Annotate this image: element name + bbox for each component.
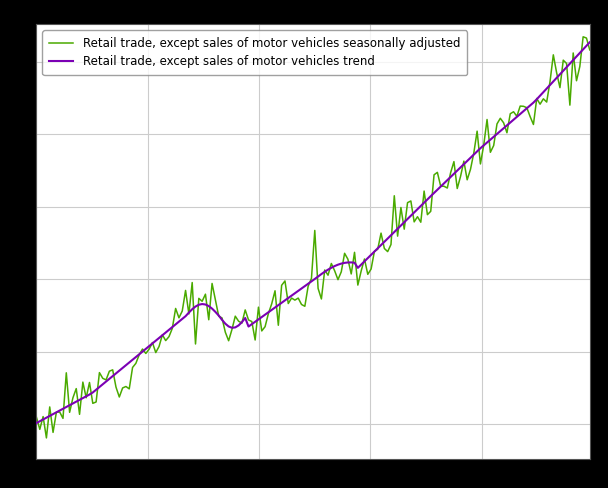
Retail trade, except sales of motor vehicles trend [192, 304, 199, 309]
Retail trade, except sales of motor vehicles seasonally adjusted [477, 161, 484, 167]
Line: Retail trade, except sales of motor vehicles trend: Retail trade, except sales of motor vehi… [36, 42, 590, 423]
Retail trade, except sales of motor vehicles seasonally adjusted [136, 352, 143, 358]
Retail trade, except sales of motor vehicles trend [348, 260, 355, 265]
Retail trade, except sales of motor vehicles trend [222, 321, 229, 326]
Retail trade, except sales of motor vehicles seasonally adjusted [351, 249, 358, 255]
Retail trade, except sales of motor vehicles seasonally adjusted [361, 256, 368, 262]
Retail trade, except sales of motor vehicles trend [33, 420, 40, 426]
Line: Retail trade, except sales of motor vehicles seasonally adjusted: Retail trade, except sales of motor vehi… [36, 37, 590, 438]
Retail trade, except sales of motor vehicles seasonally adjusted [33, 414, 40, 420]
Retail trade, except sales of motor vehicles trend [474, 148, 481, 154]
Retail trade, except sales of motor vehicles seasonally adjusted [579, 34, 587, 40]
Legend: Retail trade, except sales of motor vehicles seasonally adjusted, Retail trade, : Retail trade, except sales of motor vehi… [43, 30, 467, 75]
Retail trade, except sales of motor vehicles seasonally adjusted [225, 338, 232, 344]
Retail trade, except sales of motor vehicles trend [586, 40, 593, 45]
Retail trade, except sales of motor vehicles seasonally adjusted [43, 435, 50, 441]
Retail trade, except sales of motor vehicles seasonally adjusted [586, 47, 593, 53]
Retail trade, except sales of motor vehicles trend [132, 354, 139, 360]
Retail trade, except sales of motor vehicles seasonally adjusted [195, 295, 202, 301]
Retail trade, except sales of motor vehicles trend [358, 262, 365, 267]
